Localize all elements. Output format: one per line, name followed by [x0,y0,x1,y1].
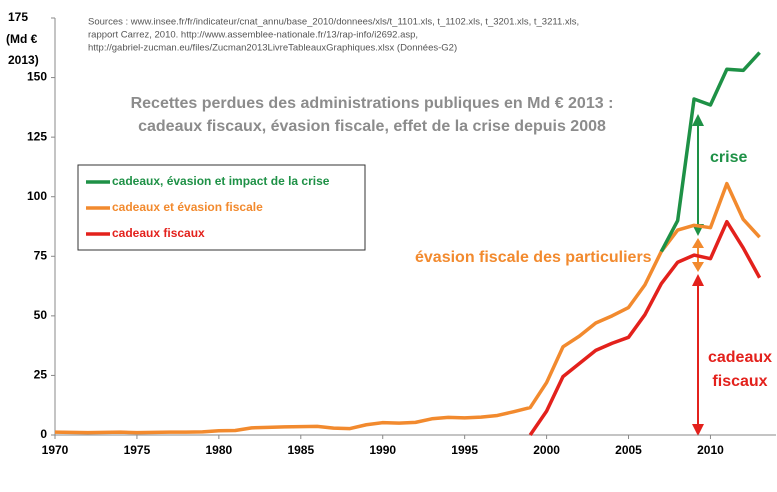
series-line [54,181,761,435]
y-tick-label: 75 [34,248,48,262]
legend-label: cadeaux fiscaux [112,226,205,240]
x-tick-label: 2000 [533,443,560,457]
x-tick-label: 1980 [206,443,233,457]
x-tick-label: 1975 [124,443,151,457]
series-line [528,219,762,436]
source-line: Sources : www.insee.fr/fr/indicateur/cna… [88,17,579,28]
arrow-head [692,238,704,248]
x-tick-label: 1995 [451,443,478,457]
arrows [692,114,704,436]
legend-label: cadeaux, évasion et impact de la crise [112,174,330,188]
series-line [659,51,761,253]
y-tick-label: 150 [27,70,47,84]
y-axis-label: 2013) [8,53,39,67]
annotation: cadeaux [708,349,772,366]
source-line: rapport Carrez, 2010. http://www.assembl… [88,30,418,41]
legend-label: cadeaux et évasion fiscale [112,200,263,214]
x-tick-label: 1970 [42,443,69,457]
annotation: fiscaux [712,373,767,390]
legend-box [77,164,366,251]
y-tick-label: 100 [27,189,47,203]
arrow-head [692,114,704,126]
arrow-head [692,262,704,272]
chart-title: cadeaux fiscaux, évasion fiscale, effet … [138,118,606,135]
source-line: http://gabriel-zucman.eu/files/Zucman201… [88,43,457,54]
arrow-head [692,424,704,436]
y-tick-label: 25 [34,368,48,382]
x-tick-label: 1985 [287,443,314,457]
y-axis-label: (Md € [6,32,38,46]
chart-title: Recettes perdues des administrations pub… [131,95,614,112]
y-tick-label: 125 [27,129,47,143]
source: Sources : www.insee.fr/fr/indicateur/cna… [88,17,579,54]
y-tick-label: 175 [8,10,28,24]
x-tick-label: 2010 [697,443,724,457]
x-tick-label: 2005 [615,443,642,457]
annotation: crise [710,149,747,166]
annotation: évasion fiscale des particuliers [415,249,652,266]
y-tick-label: 50 [34,308,48,322]
x-tick-label: 1990 [369,443,396,457]
arrow-head [692,274,704,286]
y-tick-label: 0 [40,427,47,441]
